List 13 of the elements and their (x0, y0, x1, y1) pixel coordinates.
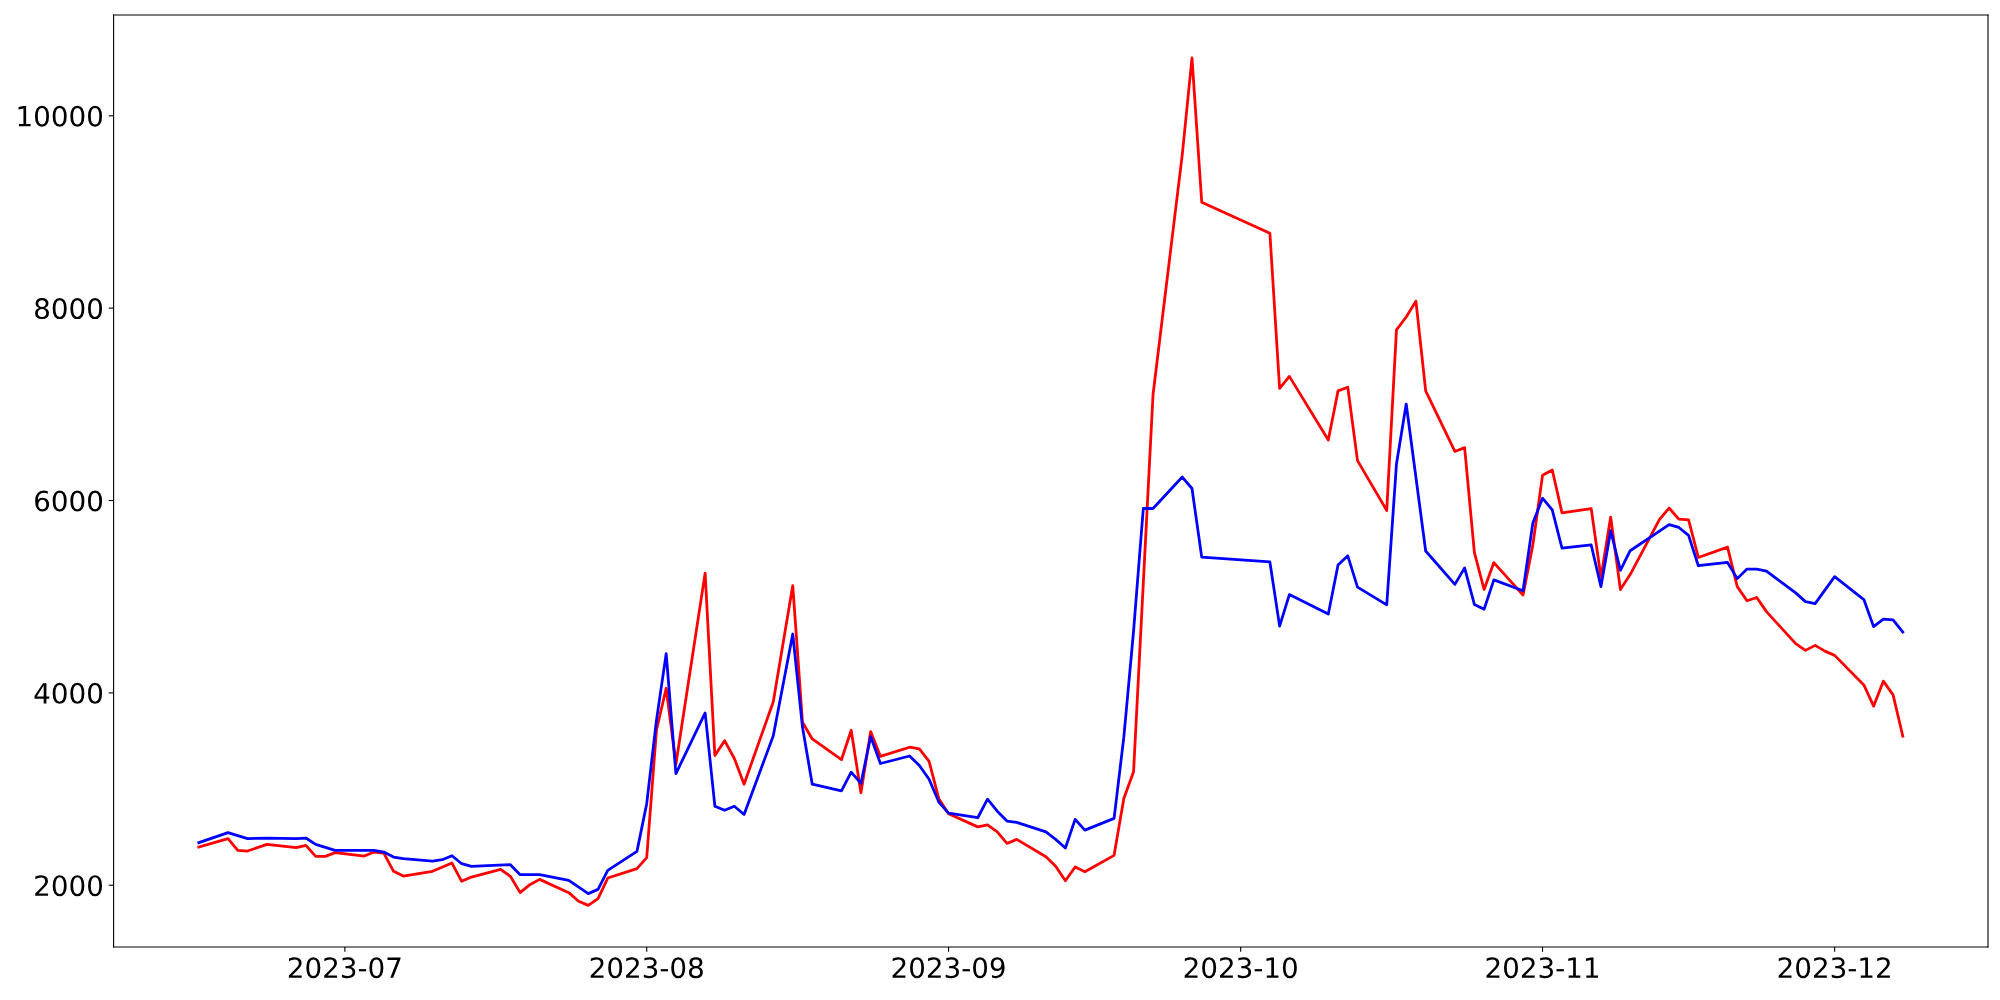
line-series (197, 402, 1905, 896)
x-tick-label: 2023-07 (288, 957, 401, 979)
x-tick-label: 2023-11 (1486, 957, 1598, 979)
y-tick-label: 6000 (35, 490, 103, 512)
y-tick-label: 10000 (18, 105, 103, 127)
x-tick-label: 2023-12 (1778, 957, 1890, 979)
line-series (197, 56, 1905, 907)
y-tick-label: 4000 (34, 682, 103, 704)
y-tick-label: 8000 (35, 298, 103, 320)
x-tick-label: 2023-08 (590, 957, 703, 979)
x-tick-label: 2023-10 (1184, 957, 1297, 979)
y-tick-label: 2000 (35, 875, 103, 897)
x-tick-label: 2023-09 (892, 957, 1005, 979)
